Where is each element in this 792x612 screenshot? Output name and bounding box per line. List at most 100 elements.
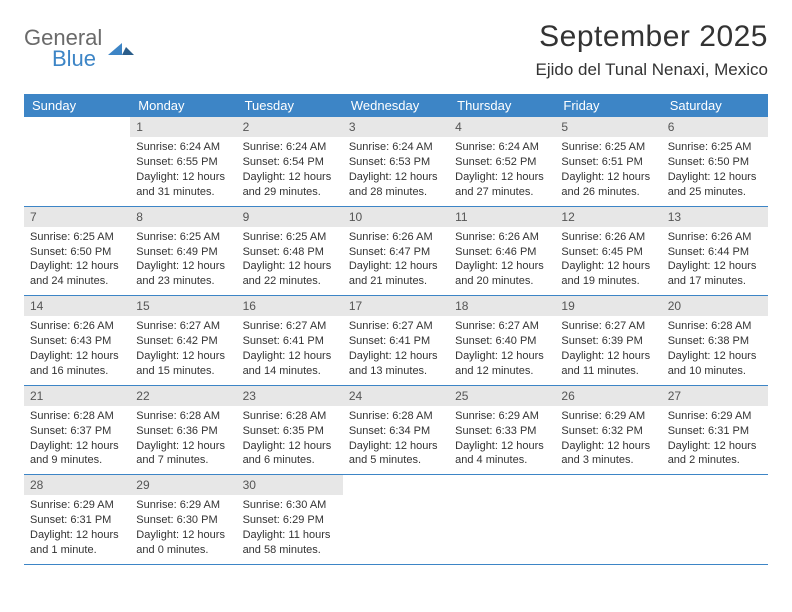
daylight-text: Daylight: 12 hours and 20 minutes. <box>455 259 549 289</box>
day-cell: 14Sunrise: 6:26 AMSunset: 6:43 PMDayligh… <box>24 296 130 385</box>
sunrise-text: Sunrise: 6:27 AM <box>136 319 230 334</box>
sunrise-text: Sunrise: 6:24 AM <box>455 140 549 155</box>
daylight-text: Daylight: 12 hours and 26 minutes. <box>561 170 655 200</box>
day-number: 16 <box>237 296 343 316</box>
day-cell: 24Sunrise: 6:28 AMSunset: 6:34 PMDayligh… <box>343 386 449 475</box>
sunrise-text: Sunrise: 6:26 AM <box>668 230 762 245</box>
day-body: Sunrise: 6:29 AMSunset: 6:33 PMDaylight:… <box>449 406 555 474</box>
day-cell: 13Sunrise: 6:26 AMSunset: 6:44 PMDayligh… <box>662 207 768 296</box>
day-body: Sunrise: 6:27 AMSunset: 6:39 PMDaylight:… <box>555 316 661 384</box>
sunrise-text: Sunrise: 6:25 AM <box>561 140 655 155</box>
day-cell <box>555 475 661 564</box>
day-cell <box>449 475 555 564</box>
daylight-text: Daylight: 12 hours and 16 minutes. <box>30 349 124 379</box>
day-body: Sunrise: 6:26 AMSunset: 6:46 PMDaylight:… <box>449 227 555 295</box>
dow-wednesday: Wednesday <box>343 94 449 117</box>
day-number: 5 <box>555 117 661 137</box>
sunset-text: Sunset: 6:46 PM <box>455 245 549 260</box>
sunset-text: Sunset: 6:41 PM <box>349 334 443 349</box>
daylight-text: Daylight: 12 hours and 23 minutes. <box>136 259 230 289</box>
day-cell: 29Sunrise: 6:29 AMSunset: 6:30 PMDayligh… <box>130 475 236 564</box>
daylight-text: Daylight: 12 hours and 15 minutes. <box>136 349 230 379</box>
daylight-text: Daylight: 12 hours and 21 minutes. <box>349 259 443 289</box>
day-number: 11 <box>449 207 555 227</box>
day-number: 13 <box>662 207 768 227</box>
day-number: 15 <box>130 296 236 316</box>
sunset-text: Sunset: 6:51 PM <box>561 155 655 170</box>
sunrise-text: Sunrise: 6:29 AM <box>455 409 549 424</box>
sunset-text: Sunset: 6:49 PM <box>136 245 230 260</box>
day-cell: 27Sunrise: 6:29 AMSunset: 6:31 PMDayligh… <box>662 386 768 475</box>
day-body: Sunrise: 6:25 AMSunset: 6:50 PMDaylight:… <box>662 137 768 205</box>
day-body: Sunrise: 6:25 AMSunset: 6:51 PMDaylight:… <box>555 137 661 205</box>
day-cell: 20Sunrise: 6:28 AMSunset: 6:38 PMDayligh… <box>662 296 768 385</box>
sunset-text: Sunset: 6:31 PM <box>30 513 124 528</box>
day-body: Sunrise: 6:30 AMSunset: 6:29 PMDaylight:… <box>237 495 343 563</box>
sunrise-text: Sunrise: 6:26 AM <box>349 230 443 245</box>
day-cell: 11Sunrise: 6:26 AMSunset: 6:46 PMDayligh… <box>449 207 555 296</box>
day-body: Sunrise: 6:26 AMSunset: 6:43 PMDaylight:… <box>24 316 130 384</box>
day-number: 18 <box>449 296 555 316</box>
day-cell: 25Sunrise: 6:29 AMSunset: 6:33 PMDayligh… <box>449 386 555 475</box>
dow-monday: Monday <box>130 94 236 117</box>
sunrise-text: Sunrise: 6:27 AM <box>561 319 655 334</box>
sunset-text: Sunset: 6:30 PM <box>136 513 230 528</box>
day-cell: 18Sunrise: 6:27 AMSunset: 6:40 PMDayligh… <box>449 296 555 385</box>
day-number: 17 <box>343 296 449 316</box>
sunset-text: Sunset: 6:35 PM <box>243 424 337 439</box>
daylight-text: Daylight: 12 hours and 2 minutes. <box>668 439 762 469</box>
day-body: Sunrise: 6:28 AMSunset: 6:35 PMDaylight:… <box>237 406 343 474</box>
daylight-text: Daylight: 12 hours and 9 minutes. <box>30 439 124 469</box>
calendar: Sunday Monday Tuesday Wednesday Thursday… <box>24 94 768 565</box>
day-cell: 8Sunrise: 6:25 AMSunset: 6:49 PMDaylight… <box>130 207 236 296</box>
sunrise-text: Sunrise: 6:28 AM <box>668 319 762 334</box>
day-number: 21 <box>24 386 130 406</box>
daylight-text: Daylight: 12 hours and 14 minutes. <box>243 349 337 379</box>
day-cell: 28Sunrise: 6:29 AMSunset: 6:31 PMDayligh… <box>24 475 130 564</box>
day-cell: 22Sunrise: 6:28 AMSunset: 6:36 PMDayligh… <box>130 386 236 475</box>
sunrise-text: Sunrise: 6:30 AM <box>243 498 337 513</box>
day-number: 9 <box>237 207 343 227</box>
dow-sunday: Sunday <box>24 94 130 117</box>
sunset-text: Sunset: 6:55 PM <box>136 155 230 170</box>
day-number: 3 <box>343 117 449 137</box>
weeks-container: 1Sunrise: 6:24 AMSunset: 6:55 PMDaylight… <box>24 117 768 565</box>
daylight-text: Daylight: 12 hours and 4 minutes. <box>455 439 549 469</box>
sunset-text: Sunset: 6:29 PM <box>243 513 337 528</box>
day-body: Sunrise: 6:29 AMSunset: 6:32 PMDaylight:… <box>555 406 661 474</box>
sunset-text: Sunset: 6:41 PM <box>243 334 337 349</box>
sunset-text: Sunset: 6:31 PM <box>668 424 762 439</box>
week-row: 1Sunrise: 6:24 AMSunset: 6:55 PMDaylight… <box>24 117 768 207</box>
day-body: Sunrise: 6:29 AMSunset: 6:30 PMDaylight:… <box>130 495 236 563</box>
day-cell <box>343 475 449 564</box>
day-number: 7 <box>24 207 130 227</box>
day-number: 12 <box>555 207 661 227</box>
day-cell: 5Sunrise: 6:25 AMSunset: 6:51 PMDaylight… <box>555 117 661 206</box>
sunrise-text: Sunrise: 6:24 AM <box>349 140 443 155</box>
daylight-text: Daylight: 12 hours and 28 minutes. <box>349 170 443 200</box>
daylight-text: Daylight: 12 hours and 0 minutes. <box>136 528 230 558</box>
day-body: Sunrise: 6:25 AMSunset: 6:48 PMDaylight:… <box>237 227 343 295</box>
day-body: Sunrise: 6:27 AMSunset: 6:41 PMDaylight:… <box>343 316 449 384</box>
daylight-text: Daylight: 12 hours and 27 minutes. <box>455 170 549 200</box>
sunset-text: Sunset: 6:38 PM <box>668 334 762 349</box>
daylight-text: Daylight: 12 hours and 25 minutes. <box>668 170 762 200</box>
daylight-text: Daylight: 12 hours and 7 minutes. <box>136 439 230 469</box>
day-cell: 12Sunrise: 6:26 AMSunset: 6:45 PMDayligh… <box>555 207 661 296</box>
week-row: 21Sunrise: 6:28 AMSunset: 6:37 PMDayligh… <box>24 386 768 476</box>
sunset-text: Sunset: 6:33 PM <box>455 424 549 439</box>
sunset-text: Sunset: 6:50 PM <box>30 245 124 260</box>
day-body: Sunrise: 6:25 AMSunset: 6:50 PMDaylight:… <box>24 227 130 295</box>
week-row: 28Sunrise: 6:29 AMSunset: 6:31 PMDayligh… <box>24 475 768 565</box>
daylight-text: Daylight: 12 hours and 19 minutes. <box>561 259 655 289</box>
daylight-text: Daylight: 12 hours and 10 minutes. <box>668 349 762 379</box>
day-number: 23 <box>237 386 343 406</box>
brand-mark-icon <box>108 37 134 59</box>
day-cell <box>24 117 130 206</box>
sunrise-text: Sunrise: 6:24 AM <box>136 140 230 155</box>
sunrise-text: Sunrise: 6:26 AM <box>30 319 124 334</box>
day-number: 6 <box>662 117 768 137</box>
day-cell: 23Sunrise: 6:28 AMSunset: 6:35 PMDayligh… <box>237 386 343 475</box>
sunset-text: Sunset: 6:50 PM <box>668 155 762 170</box>
week-row: 14Sunrise: 6:26 AMSunset: 6:43 PMDayligh… <box>24 296 768 386</box>
